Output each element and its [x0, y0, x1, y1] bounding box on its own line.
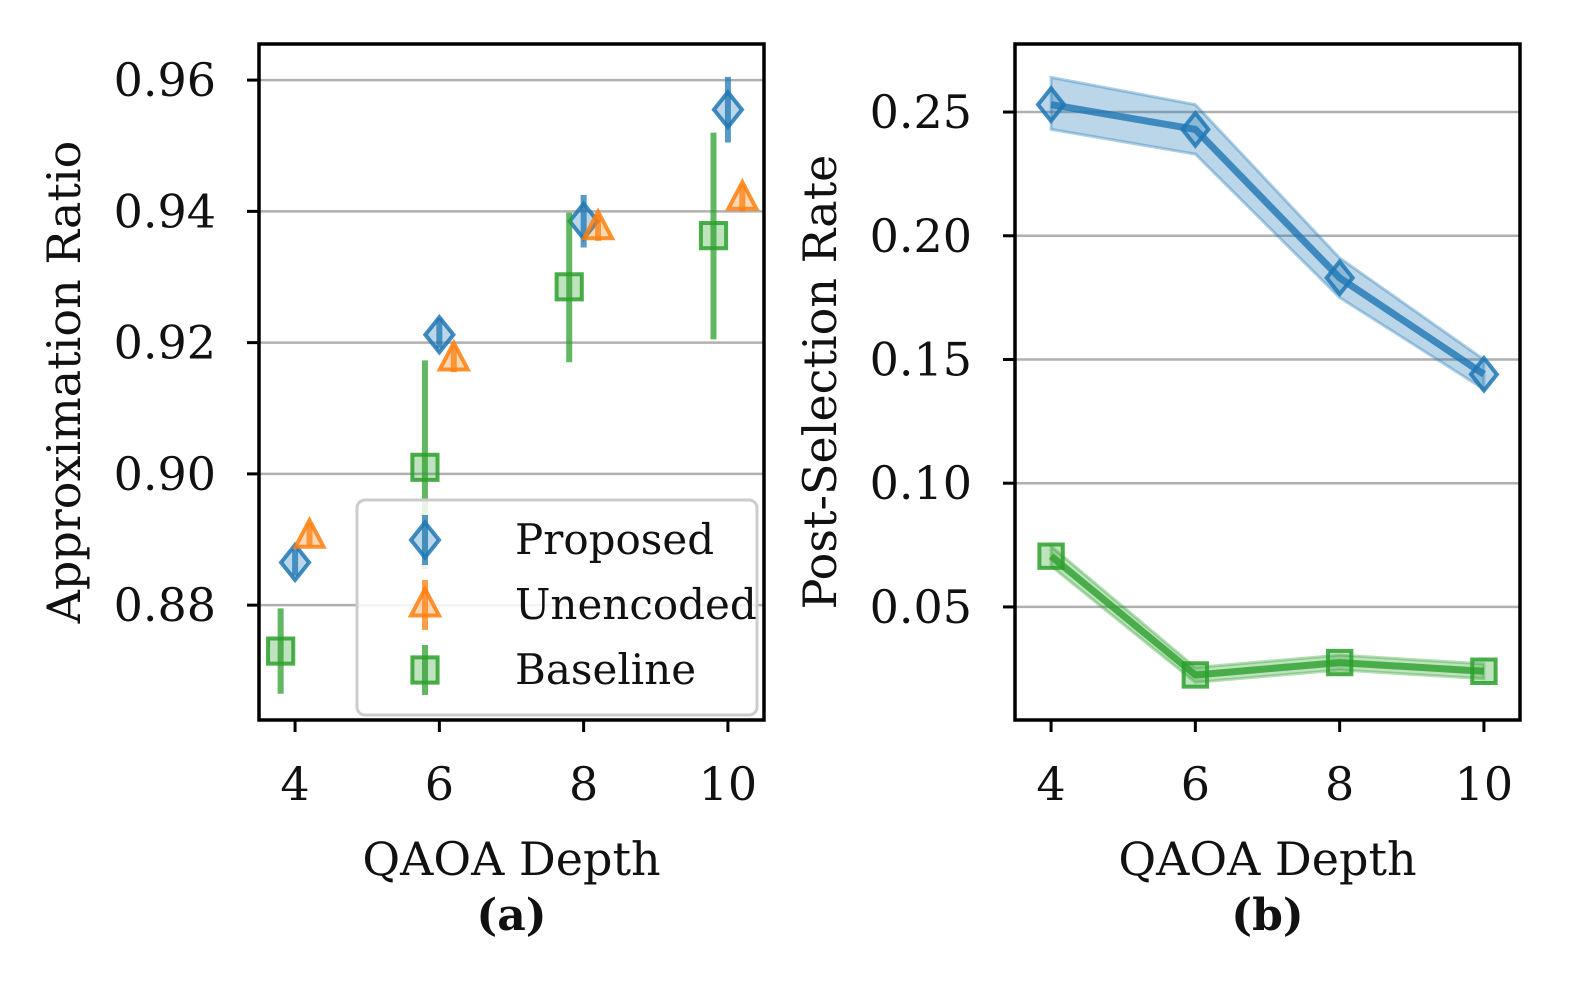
- legend-label-unencoded: Unencoded: [515, 580, 757, 629]
- data-point: [278, 541, 312, 584]
- data-point: [1181, 661, 1210, 689]
- data-point: [725, 177, 760, 211]
- data-point: [580, 207, 616, 241]
- legend-marker-proposed: [408, 519, 442, 561]
- confidence-band: [1049, 543, 1486, 684]
- series-proposed: [278, 76, 745, 584]
- data-point: [422, 314, 456, 356]
- data-point: [1325, 648, 1354, 677]
- x-tick-label: 10: [1455, 757, 1514, 811]
- legend-frame: [355, 498, 759, 717]
- data-point: [1179, 109, 1211, 149]
- x-axis-label: QAOA Depth: [362, 832, 660, 886]
- data-point: [292, 515, 327, 549]
- data-point: [266, 636, 296, 666]
- y-axis-label: Post-Selection Rate: [793, 155, 847, 610]
- y-tick-label: 0.96: [114, 53, 216, 107]
- axes-frame: [1013, 42, 1522, 722]
- y-tick-label: 0.20: [870, 209, 972, 263]
- data-point: [1324, 258, 1356, 298]
- data-point: [1470, 657, 1498, 685]
- x-tick-label: 6: [425, 757, 454, 811]
- x-axis-label: QAOA Depth: [1118, 832, 1416, 886]
- y-tick-label: 0.25: [870, 85, 972, 139]
- data-point: [711, 88, 745, 131]
- data-point: [554, 272, 584, 302]
- legend-marker-baseline: [410, 655, 440, 685]
- legend-label-baseline: Baseline: [515, 645, 696, 694]
- y-tick-label: 0.15: [870, 332, 972, 386]
- x-tick-label: 10: [699, 757, 758, 811]
- axes-frame: [257, 42, 766, 722]
- series-unencoded: [292, 177, 760, 549]
- series-baseline: [1037, 542, 1498, 689]
- data-point: [698, 221, 729, 251]
- x-tick-label: 4: [280, 757, 309, 811]
- series-line: [1048, 553, 1485, 679]
- series-proposed: [1035, 75, 1500, 394]
- data-point: [436, 338, 472, 372]
- y-tick-label: 0.90: [114, 447, 216, 501]
- x-tick-label: 8: [569, 757, 598, 811]
- series-line: [1050, 101, 1486, 378]
- panel-caption: (a): [476, 890, 546, 941]
- data-point: [1035, 85, 1067, 125]
- x-tick-label: 4: [1036, 757, 1065, 811]
- y-tick-label: 0.88: [114, 578, 216, 632]
- y-axis-label: Approximation Ratio: [37, 141, 91, 625]
- data-point: [1468, 354, 1500, 394]
- legend: Proposed Unencoded Baseline: [355, 498, 759, 717]
- panel-caption: (b): [1231, 890, 1303, 941]
- data-point: [1037, 542, 1065, 570]
- panel-a-approximation-ratio: 0.88 0.90 0.92 0.94 0.96 4 6 8 10 QAOA Depth Appro…: [37, 42, 766, 941]
- legend-marker-unencoded: [407, 584, 443, 618]
- confidence-band: [1049, 75, 1486, 392]
- data-point: [410, 452, 440, 482]
- y-tick-label: 0.05: [870, 580, 972, 634]
- y-tick-label: 0.94: [114, 184, 216, 238]
- x-tick-label: 6: [1181, 757, 1210, 811]
- panel-b-post-selection-rate: 0.05 0.10 0.15 0.20 0.25 4 6 8 10 QAOA Depth Post-…: [793, 42, 1522, 941]
- y-tick-label: 0.10: [870, 456, 972, 510]
- legend-label-proposed: Proposed: [515, 515, 714, 564]
- x-tick-label: 8: [1325, 757, 1354, 811]
- series-baseline: [266, 132, 729, 694]
- y-tick-label: 0.92: [114, 316, 216, 370]
